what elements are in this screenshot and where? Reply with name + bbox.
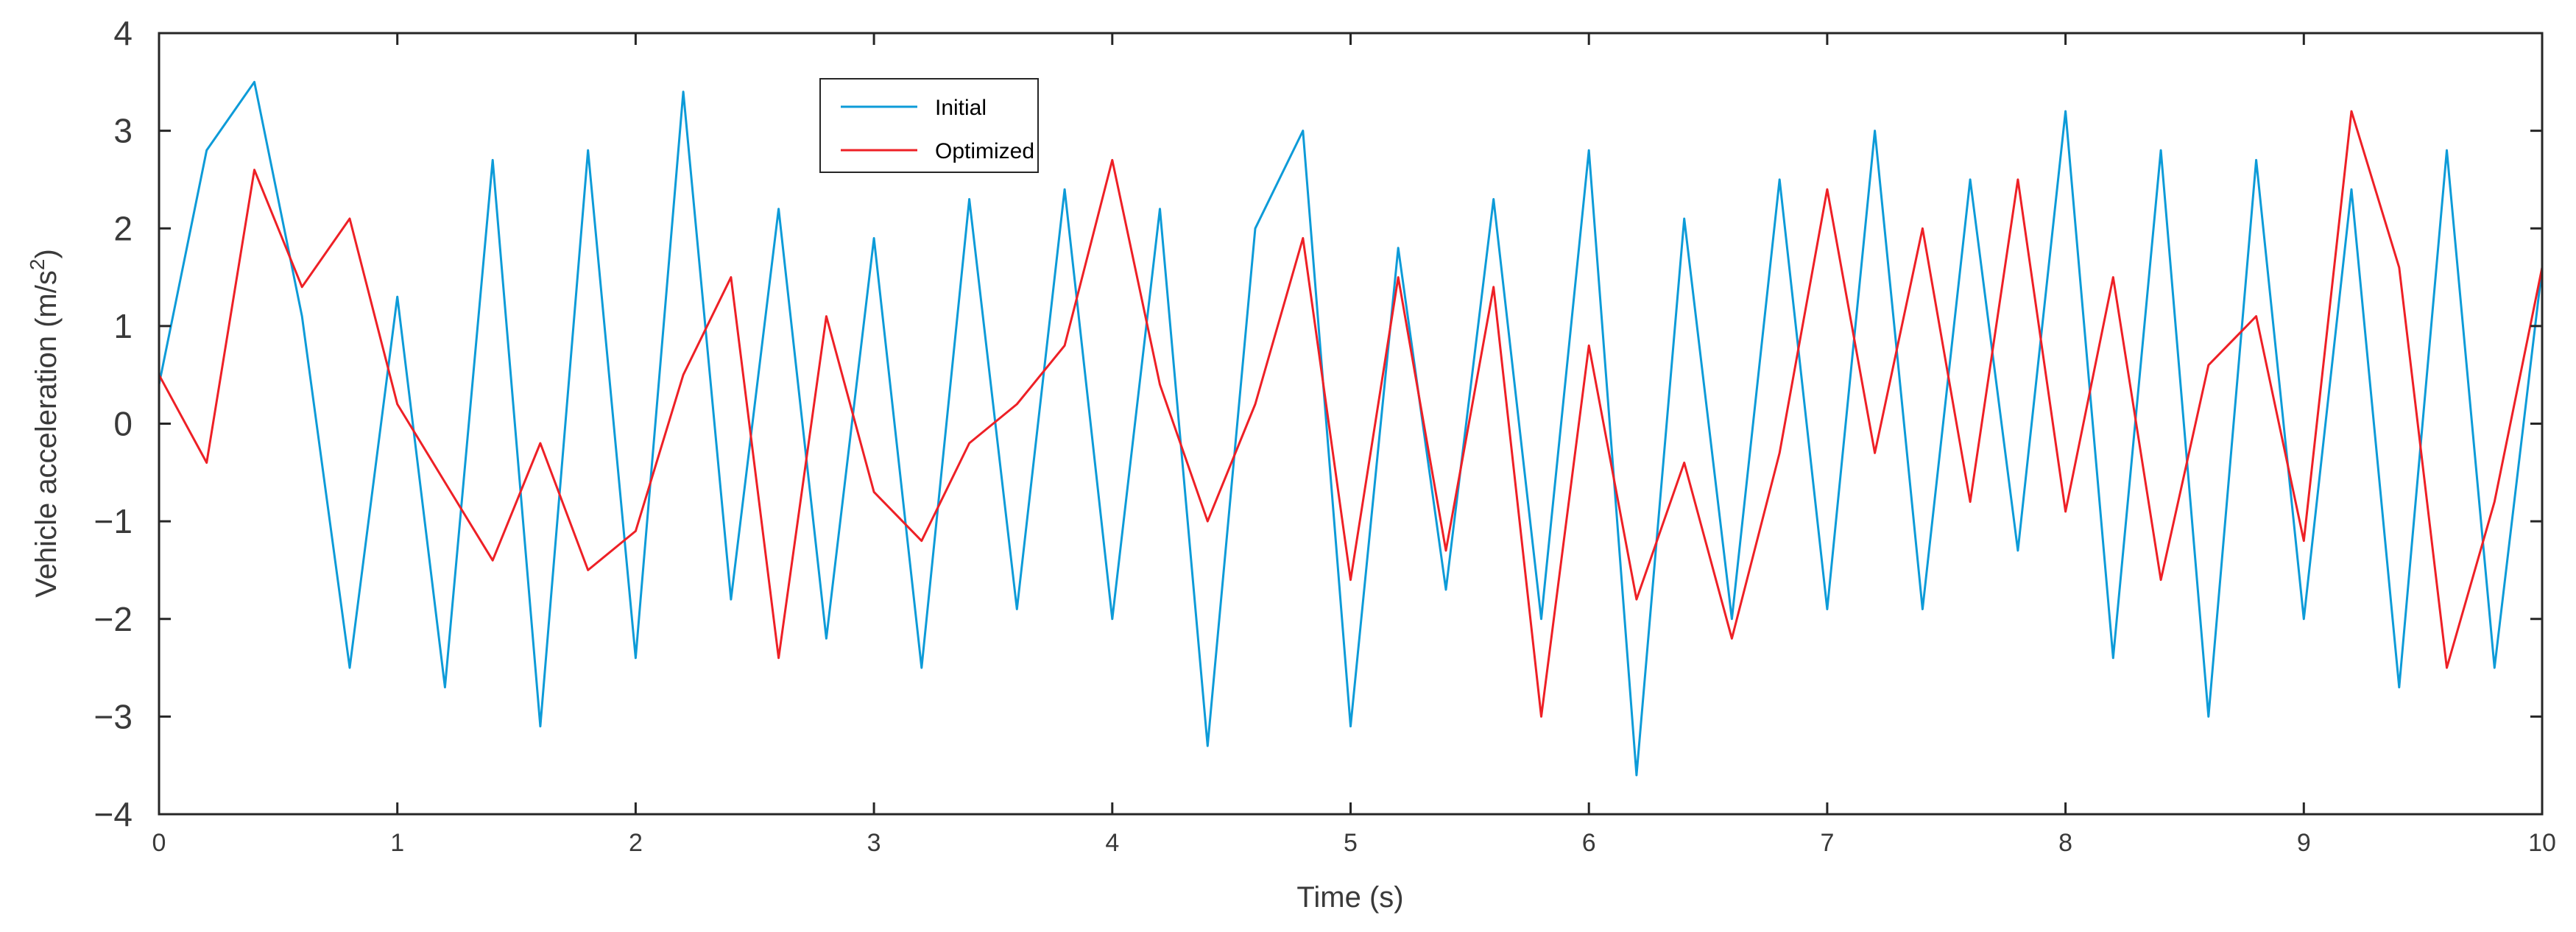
y-axis-label-superscript: 2 (26, 259, 49, 271)
y-tick-label: 4 (113, 14, 133, 52)
x-tick-label: 0 (152, 829, 166, 857)
x-tick-label: 7 (1820, 829, 1834, 857)
legend-box (819, 78, 1039, 173)
x-tick-label: 9 (2297, 829, 2311, 857)
y-axis-label-main: Vehicle acceleration (m/s (30, 270, 63, 598)
y-tick-label: −3 (94, 697, 133, 735)
y-tick-label: 1 (113, 307, 133, 345)
x-tick-label: 6 (1582, 829, 1596, 857)
x-tick-label: 8 (2058, 829, 2072, 857)
x-tick-label: 1 (390, 829, 404, 857)
legend-label-optimized: Optimized (935, 139, 1034, 163)
y-tick-label: 0 (113, 405, 133, 443)
x-tick-label: 3 (867, 829, 881, 857)
y-axis-label-close: ) (30, 249, 63, 258)
legend: Initial Optimized (819, 78, 1039, 173)
x-tick-label: 10 (2528, 829, 2556, 857)
x-tick-label: 4 (1105, 829, 1119, 857)
y-axis-label: Vehicle acceleration (m/s2) (26, 249, 63, 598)
x-axis-label: Time (s) (1296, 881, 1403, 914)
x-tick-label: 5 (1344, 829, 1358, 857)
legend-label-initial: Initial (935, 96, 987, 120)
y-tick-label: 2 (113, 209, 133, 247)
x-tick-label: 2 (629, 829, 643, 857)
series-line-optimized (158, 110, 2544, 718)
y-tick-label: −4 (94, 795, 133, 833)
series-layer (158, 80, 2544, 777)
series-line-initial (158, 80, 2544, 777)
y-tick-label: 3 (113, 112, 133, 150)
y-tick-label: −2 (94, 600, 133, 638)
y-tick-label: −1 (94, 502, 133, 540)
